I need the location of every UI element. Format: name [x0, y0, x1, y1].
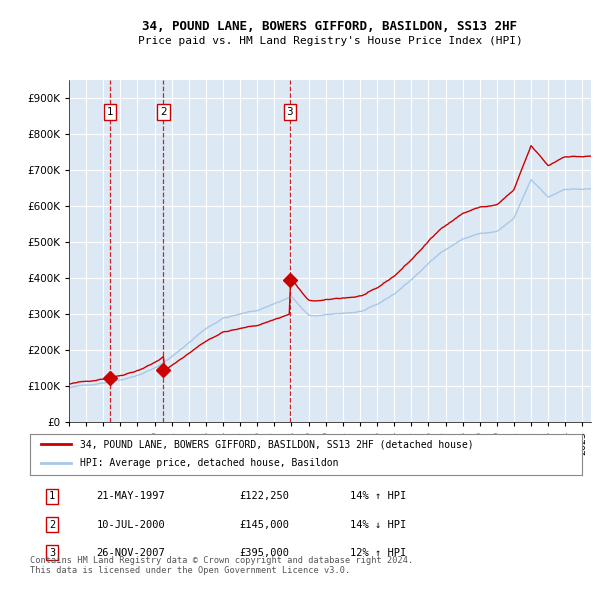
Text: Price paid vs. HM Land Registry's House Price Index (HPI): Price paid vs. HM Land Registry's House … — [137, 37, 523, 46]
Text: 2: 2 — [49, 520, 55, 529]
Text: 14% ↑ HPI: 14% ↑ HPI — [350, 491, 406, 501]
Text: 34, POUND LANE, BOWERS GIFFORD, BASILDON, SS13 2HF: 34, POUND LANE, BOWERS GIFFORD, BASILDON… — [143, 20, 517, 33]
Text: 3: 3 — [49, 548, 55, 558]
Text: £122,250: £122,250 — [240, 491, 290, 501]
Text: 10-JUL-2000: 10-JUL-2000 — [96, 520, 165, 529]
Text: Contains HM Land Registry data © Crown copyright and database right 2024.
This d: Contains HM Land Registry data © Crown c… — [30, 556, 413, 575]
Text: 14% ↓ HPI: 14% ↓ HPI — [350, 520, 406, 529]
Text: 26-NOV-2007: 26-NOV-2007 — [96, 548, 165, 558]
Text: 1: 1 — [49, 491, 55, 501]
Text: 12% ↑ HPI: 12% ↑ HPI — [350, 548, 406, 558]
Text: £395,000: £395,000 — [240, 548, 290, 558]
Text: 3: 3 — [286, 107, 293, 117]
Text: 2: 2 — [160, 107, 167, 117]
Text: HPI: Average price, detached house, Basildon: HPI: Average price, detached house, Basi… — [80, 458, 338, 467]
Text: 34, POUND LANE, BOWERS GIFFORD, BASILDON, SS13 2HF (detached house): 34, POUND LANE, BOWERS GIFFORD, BASILDON… — [80, 440, 473, 450]
Text: 1: 1 — [106, 107, 113, 117]
Text: £145,000: £145,000 — [240, 520, 290, 529]
Text: 21-MAY-1997: 21-MAY-1997 — [96, 491, 165, 501]
